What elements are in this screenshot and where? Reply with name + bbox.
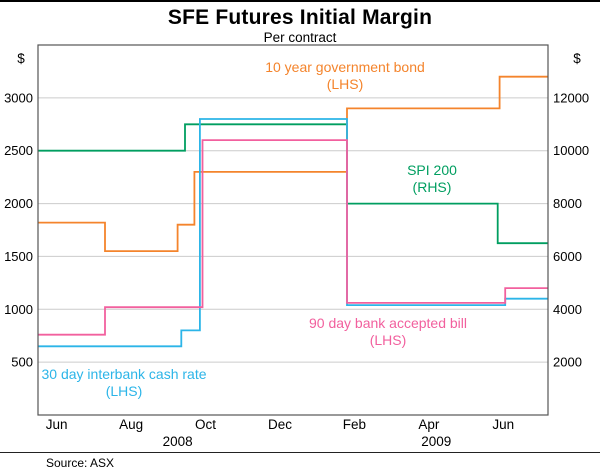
top-rule: [0, 0, 600, 2]
x-axis-label-oct: Oct: [195, 417, 216, 432]
y-axis-right-label-12000: 12000: [553, 90, 589, 105]
left-axis-unit: $: [17, 51, 25, 66]
90-day-bank-accepted-bill-line: [38, 139, 548, 336]
y-axis-right-label-10000: 10000: [553, 143, 589, 158]
x-axis-label-aug: Aug: [119, 417, 143, 432]
y-axis-left-label-2500: 2500: [4, 143, 33, 158]
annotation-spi-200: SPI 200: [407, 162, 457, 178]
y-axis-left-label-3000: 3000: [4, 90, 33, 105]
y-axis-left-label-1000: 1000: [4, 302, 33, 317]
source-note: Source: ASX: [46, 456, 115, 470]
annotation-90-day-bank-accepted-bill: 90 day bank accepted bill: [309, 315, 467, 331]
annotation-spi-200-axis: (RHS): [413, 179, 452, 195]
chart-subtitle: Per contract: [263, 30, 337, 45]
x-axis-label-dec: Dec: [268, 417, 292, 432]
right-axis-unit: $: [573, 51, 581, 66]
x-axis-label-apr: Apr: [418, 417, 440, 432]
y-axis-right-label-6000: 6000: [553, 249, 582, 264]
x-axis-label-feb: Feb: [343, 417, 366, 432]
x-axis-label-jun: Jun: [492, 417, 514, 432]
annotation-90-day-bank-accepted-bill-axis: (LHS): [370, 332, 407, 348]
30-day-interbank-cash-rate-line: [38, 118, 548, 348]
y-axis-left-label-1500: 1500: [4, 249, 33, 264]
y-axis-right-label-8000: 8000: [553, 196, 582, 211]
y-axis-left-label-500: 500: [11, 355, 33, 370]
x-axis-year-2008: 2008: [163, 434, 193, 449]
x-axis-year-2009: 2009: [421, 434, 451, 449]
annotation-30-day-interbank-cash-rate-axis: (LHS): [106, 383, 143, 399]
x-axis-label-jun: Jun: [46, 417, 68, 432]
annotation-30-day-interbank-cash-rate: 30 day interbank cash rate: [42, 366, 207, 382]
y-axis-right-label-4000: 4000: [553, 302, 582, 317]
spi-200-line: [38, 123, 548, 245]
source-block: Source: ASX: [0, 452, 600, 472]
y-axis-left-label-2000: 2000: [4, 196, 33, 211]
plot-frame: [37, 44, 549, 416]
chart-title: SFE Futures Initial Margin: [167, 6, 433, 29]
10-year-government-bond-line: [38, 75, 548, 252]
annotation-10-year-government-bond-axis: (LHS): [327, 76, 364, 92]
annotation-10-year-government-bond: 10 year government bond: [265, 59, 425, 75]
y-axis-right-label-2000: 2000: [553, 355, 582, 370]
